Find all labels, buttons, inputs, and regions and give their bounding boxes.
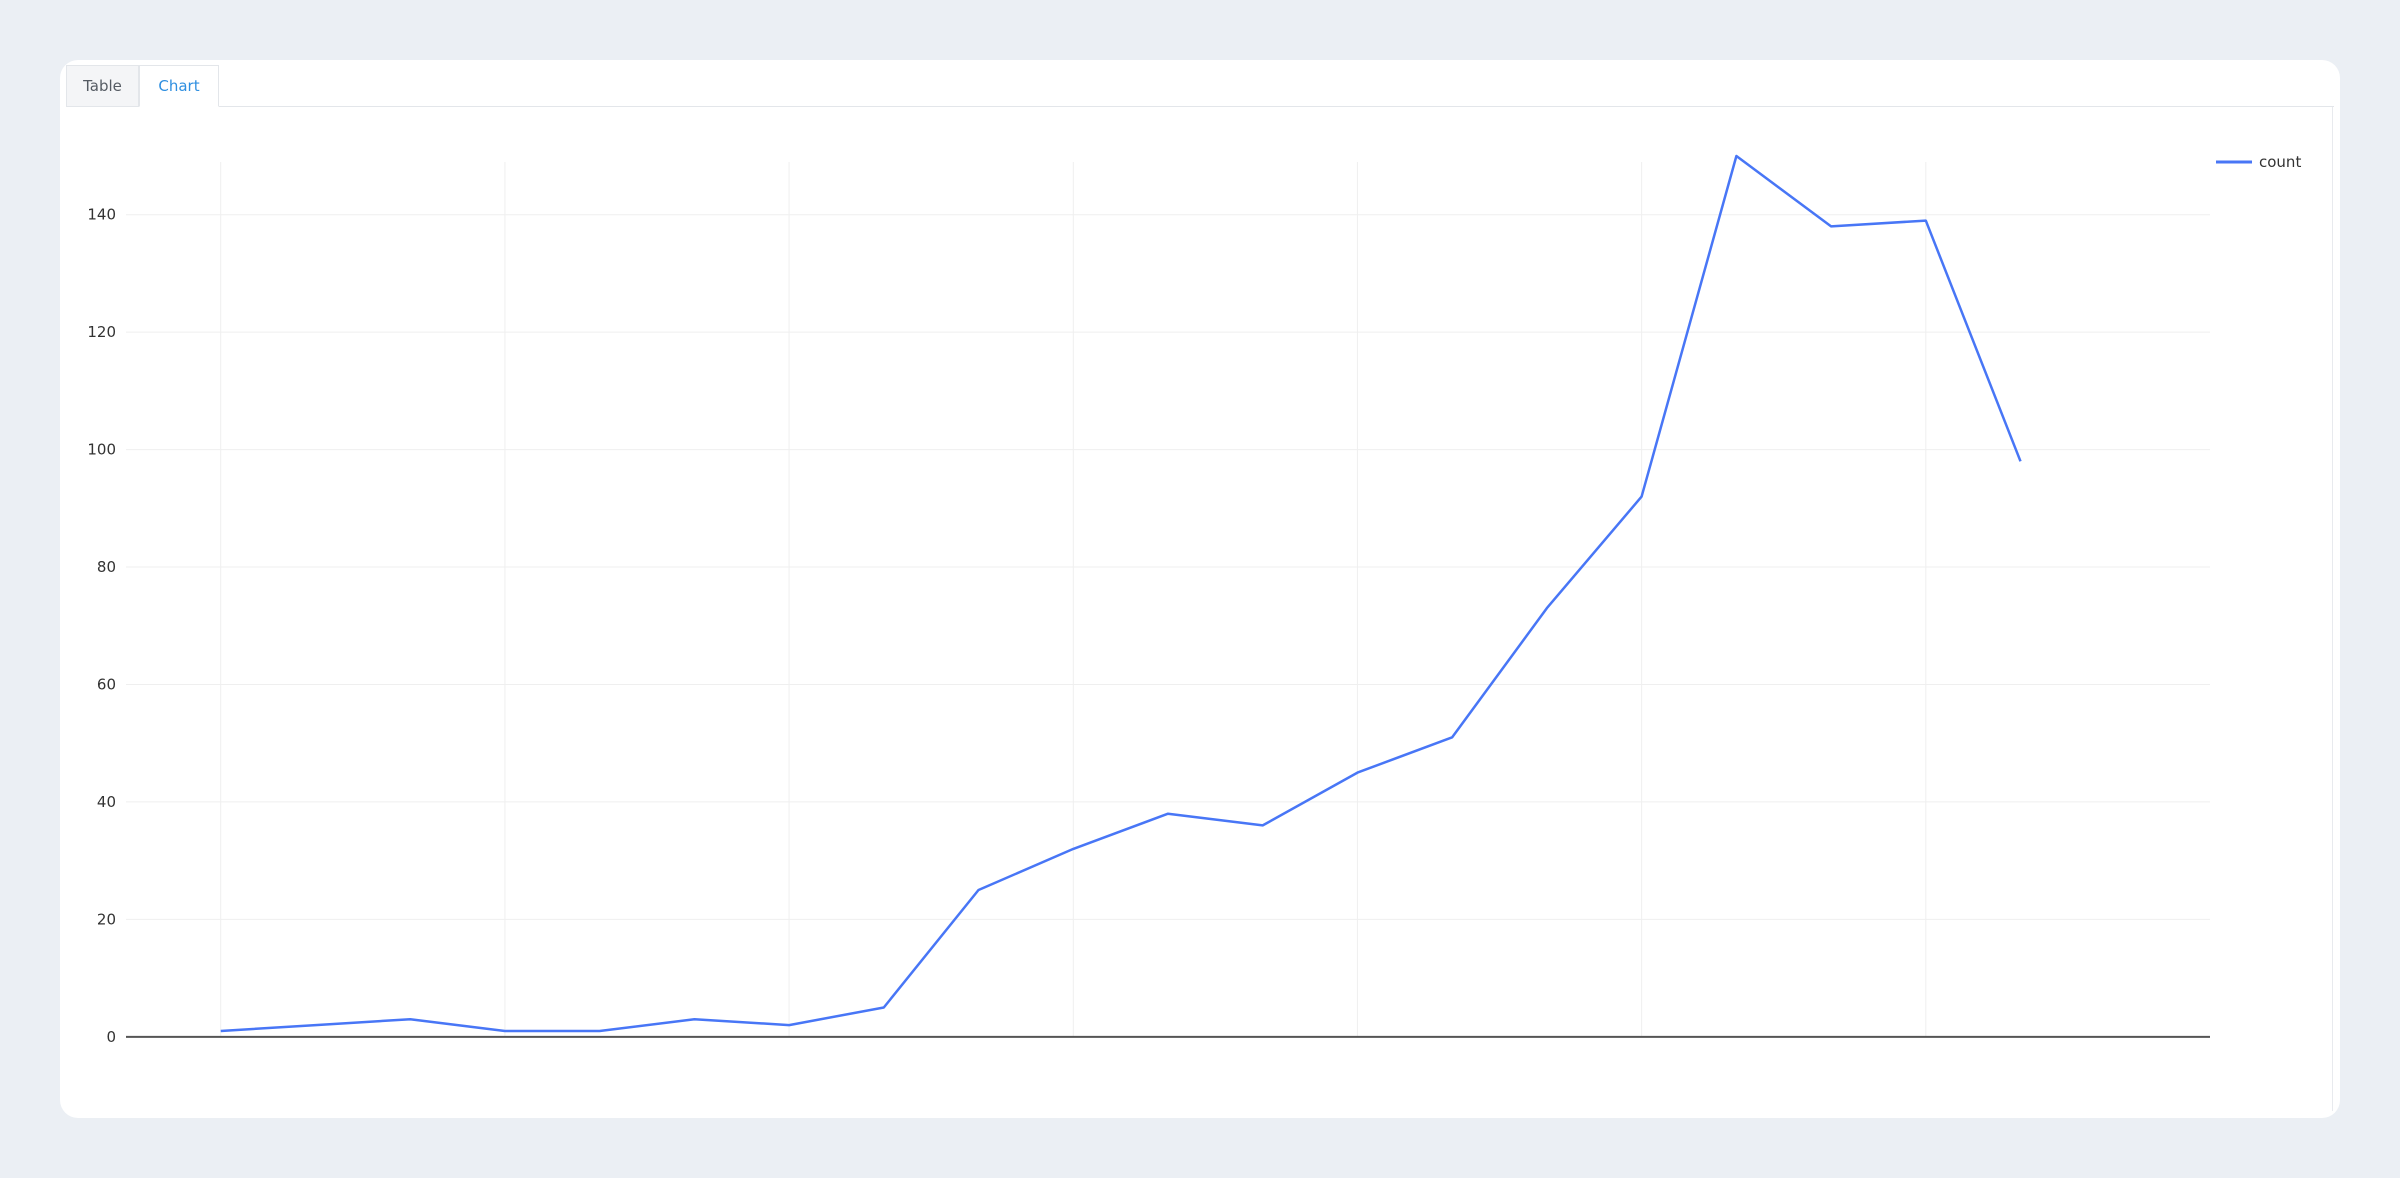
view-tabs: Table Chart bbox=[66, 65, 2334, 107]
legend: count bbox=[2216, 153, 2301, 171]
tab-table[interactable]: Table bbox=[66, 65, 139, 106]
series-line-count bbox=[220, 154, 2022, 1033]
chart-card: Table Chart Jan 2024Apr 2024Jul 2024Oct … bbox=[60, 60, 2340, 1130]
grid-layer bbox=[126, 162, 2210, 1037]
y-tick-label: 140 bbox=[87, 206, 116, 224]
y-tick-label: 80 bbox=[97, 558, 116, 576]
y-tick-label: 0 bbox=[106, 1028, 116, 1046]
line-chart: Jan 2024Apr 2024Jul 2024Oct 2024Jan 2025… bbox=[87, 153, 2301, 1130]
y-tick-label: 40 bbox=[97, 793, 116, 811]
series-layer bbox=[220, 154, 2022, 1033]
y-tick-label: 20 bbox=[97, 910, 116, 928]
axis-layer: Jan 2024Apr 2024Jul 2024Oct 2024Jan 2025… bbox=[87, 206, 2210, 1130]
y-tick-label: 100 bbox=[87, 441, 116, 459]
tab-chart[interactable]: Chart bbox=[139, 65, 219, 107]
legend-label: count bbox=[2259, 153, 2301, 171]
y-tick-label: 60 bbox=[97, 675, 116, 693]
y-tick-label: 120 bbox=[87, 323, 116, 341]
chart-panel: Jan 2024Apr 2024Jul 2024Oct 2024Jan 2025… bbox=[66, 107, 2333, 1130]
